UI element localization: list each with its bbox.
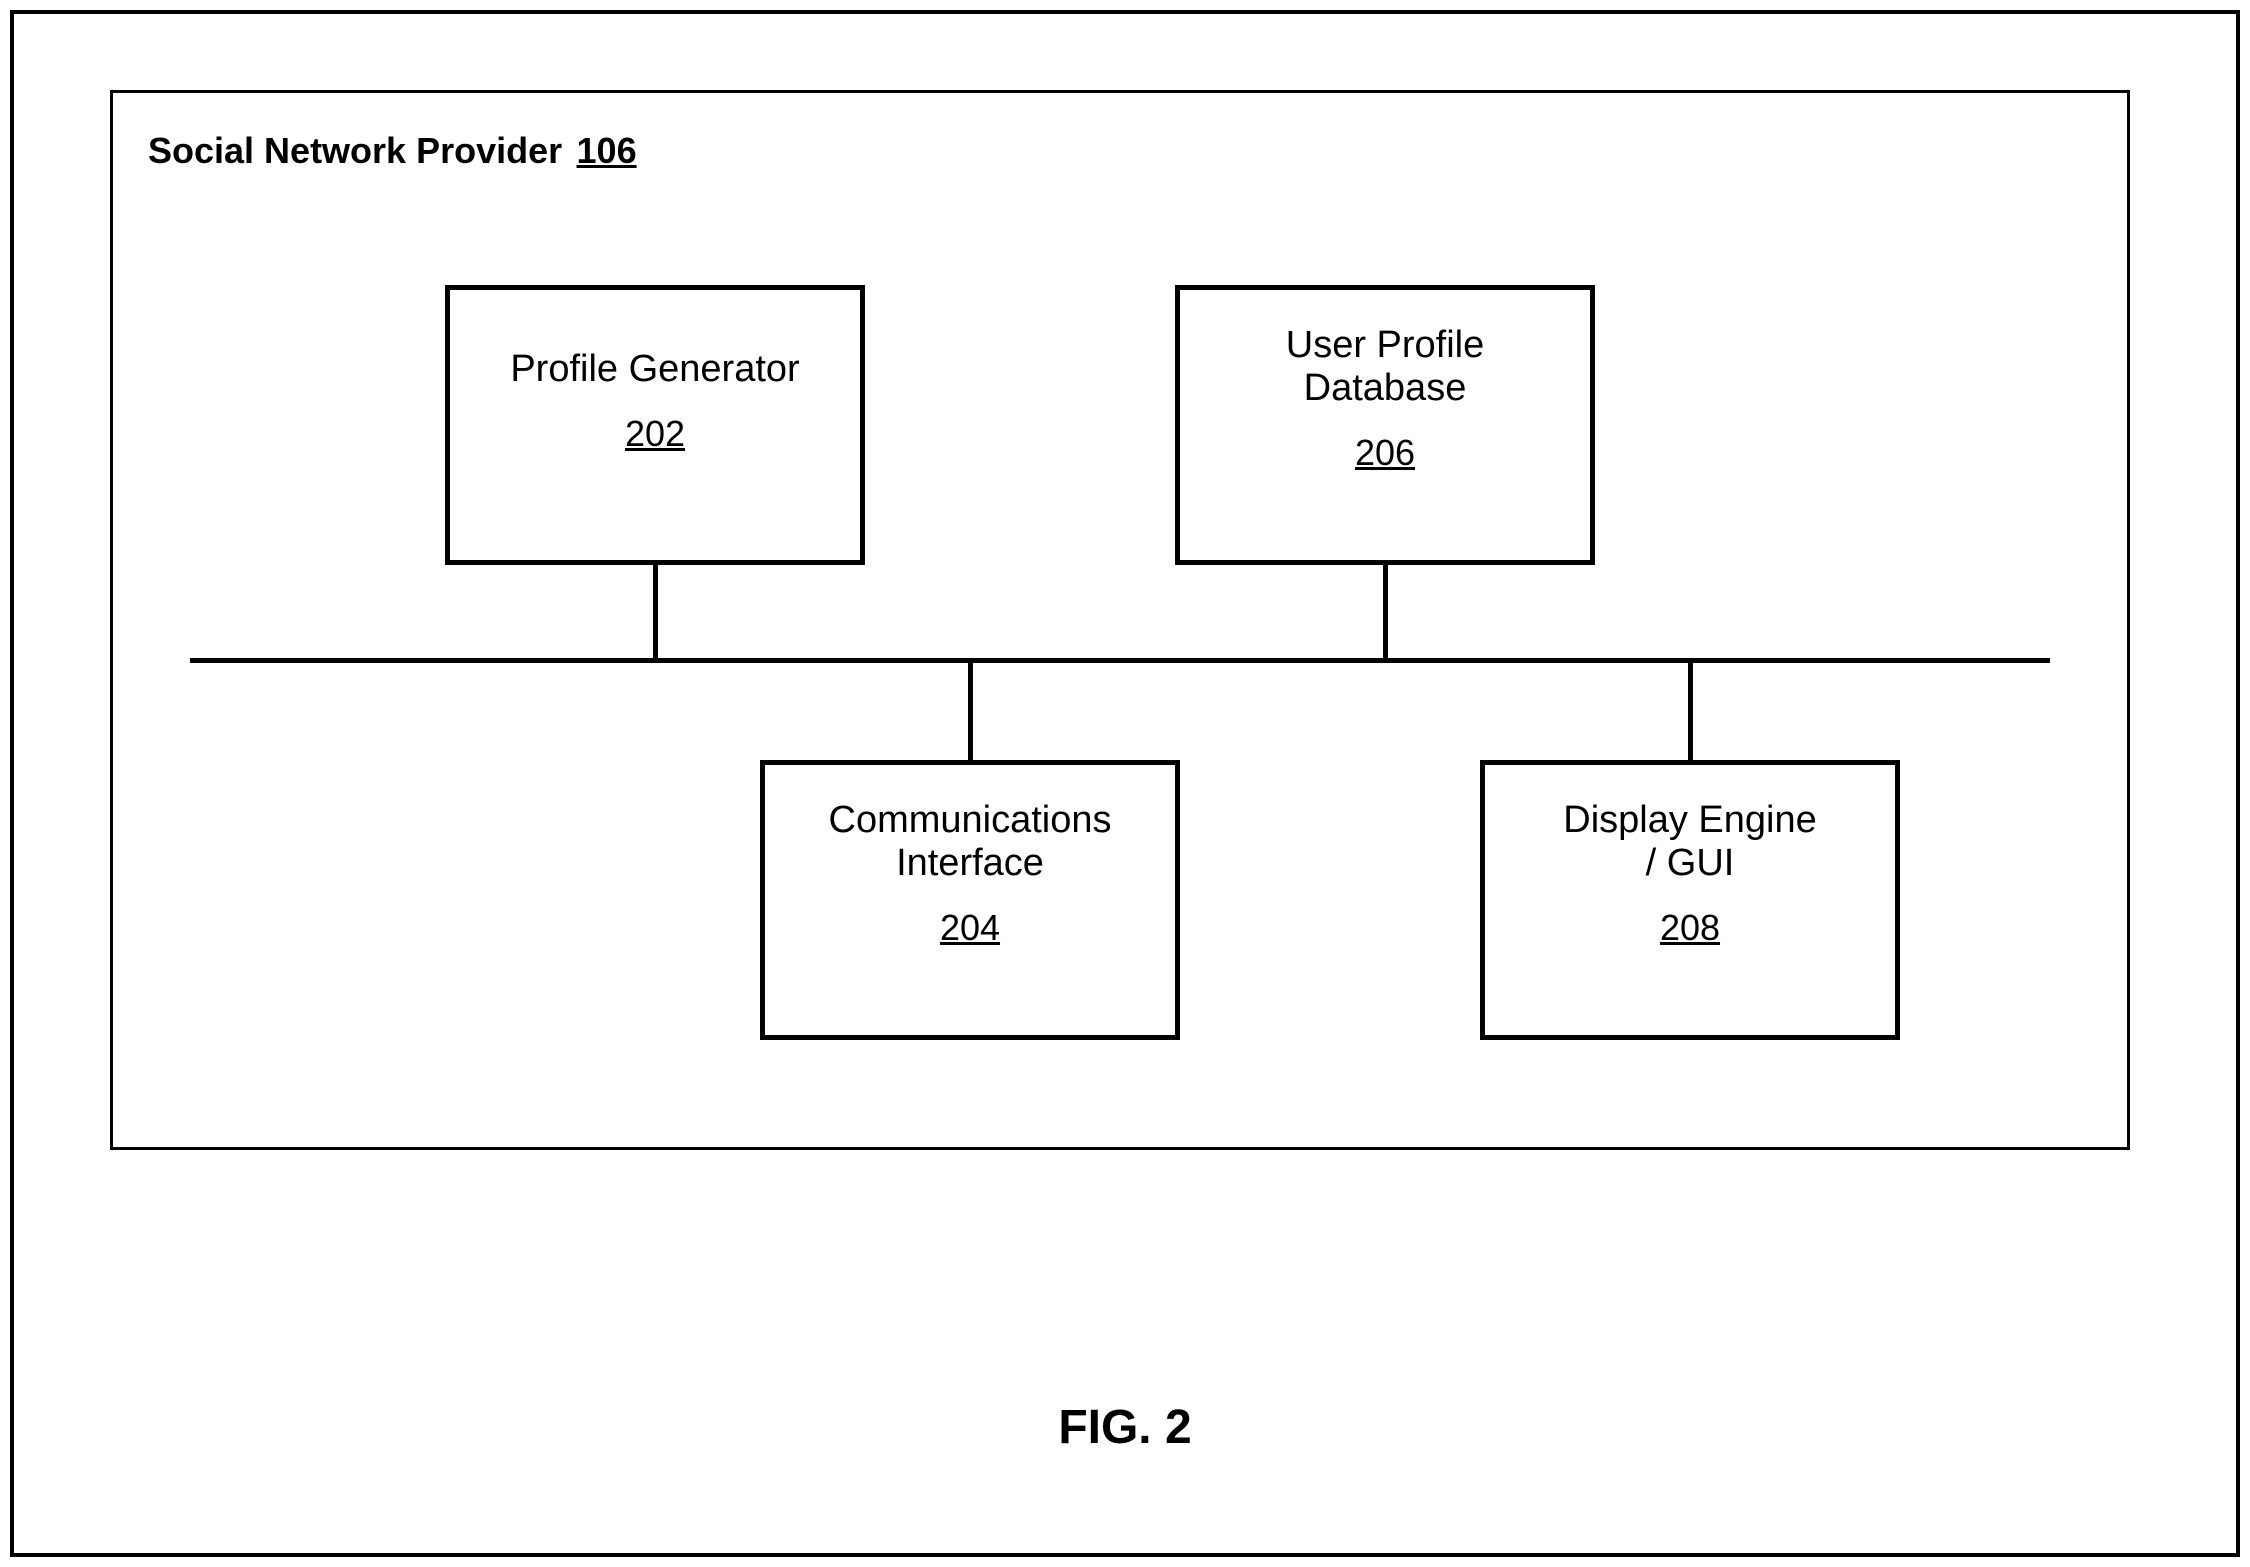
container-title: Social Network Provider 106 xyxy=(148,130,637,172)
node-communications-interface-ref: 204 xyxy=(940,907,1000,949)
node-display-engine-gui: Display Engine/ GUI 208 xyxy=(1480,760,1900,1040)
node-display-engine-gui-label-line-1: / GUI xyxy=(1646,842,1735,885)
node-profile-generator-label-line-0: Profile Generator xyxy=(510,348,799,391)
drop-line-display-engine-gui xyxy=(1688,660,1693,760)
node-user-profile-database-label-line-1: Database xyxy=(1304,367,1467,410)
drop-line-communications-interface xyxy=(968,660,973,760)
node-display-engine-gui-label-line-0: Display Engine xyxy=(1563,799,1816,842)
diagram-canvas: Social Network Provider 106 Profile Gener… xyxy=(0,0,2250,1567)
node-user-profile-database-label-line-0: User Profile xyxy=(1286,324,1485,367)
bus-line xyxy=(190,658,2050,663)
node-profile-generator: Profile Generator 202 xyxy=(445,285,865,565)
node-user-profile-database-ref: 206 xyxy=(1355,432,1415,474)
node-profile-generator-ref: 202 xyxy=(625,413,685,455)
node-display-engine-gui-ref: 208 xyxy=(1660,907,1720,949)
node-user-profile-database: User ProfileDatabase 206 xyxy=(1175,285,1595,565)
drop-line-profile-generator xyxy=(653,565,658,660)
figure-caption: FIG. 2 xyxy=(0,1400,2250,1455)
figure-caption-text: FIG. 2 xyxy=(1058,1401,1191,1454)
node-communications-interface: CommunicationsInterface 204 xyxy=(760,760,1180,1040)
container-title-ref: 106 xyxy=(577,130,637,171)
node-communications-interface-label-line-0: Communications xyxy=(829,799,1112,842)
container-title-text: Social Network Provider xyxy=(148,130,562,171)
node-communications-interface-label-line-1: Interface xyxy=(896,842,1044,885)
drop-line-user-profile-database xyxy=(1383,565,1388,660)
